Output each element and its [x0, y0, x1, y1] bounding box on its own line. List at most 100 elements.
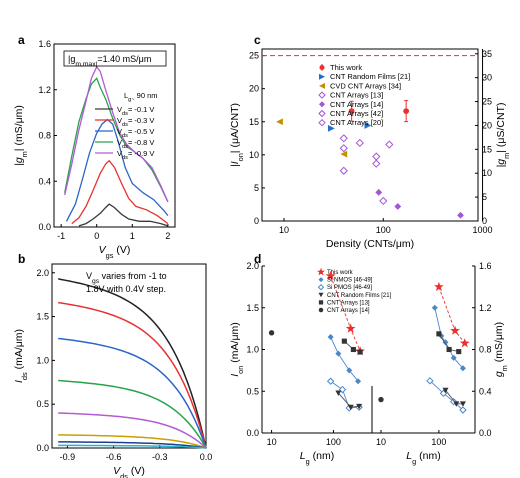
triangle-down-marker [459, 401, 466, 407]
y-tick-label: 20 [249, 84, 259, 94]
square-marker [446, 346, 452, 353]
series-line [330, 336, 359, 382]
legend-entry: This work [327, 270, 354, 276]
triangle-down-marker [335, 390, 342, 396]
legend-entry: CNT Arrays [42] [330, 109, 383, 118]
diamond-open-marker [379, 196, 388, 206]
triangle-down-marker [442, 387, 449, 394]
y-tick-label: 5 [254, 183, 259, 193]
star-marker [317, 267, 325, 276]
panel-c-frame [261, 48, 479, 222]
errorcircle-marker [403, 108, 410, 115]
y2-tick-label: 1.2 [479, 303, 492, 313]
diamond-filled-marker [335, 350, 342, 357]
diamond-open-marker [339, 166, 348, 175]
y-axis-label: |Ion| (μA/CNT) [229, 103, 245, 167]
y-tick-label: 0.0 [246, 428, 259, 438]
diamond-open-marker [339, 144, 348, 153]
diamond-open-marker [459, 406, 467, 414]
diamond-filled-marker [346, 367, 353, 374]
annotation-step: 1.8V with 0.4V step. [86, 284, 166, 294]
y2-tick-label: 1.6 [479, 261, 492, 271]
diamond-filled-marker [375, 188, 383, 196]
y-axis-label: |gm| (mS/μm) [13, 105, 29, 166]
y-tick-label: 1.0 [246, 345, 259, 355]
triangle-right-marker [364, 122, 372, 129]
diamond-filled-marker [459, 365, 466, 372]
diamond-filled-marker [318, 277, 324, 283]
series-line [58, 412, 207, 449]
panel-c-chart: 10 100 1000051015202505101520253035Density… [229, 48, 511, 250]
y2-tick-label: 0.0 [479, 428, 492, 438]
triangle-right-marker [327, 124, 335, 132]
star-marker [450, 325, 460, 335]
legend-entry: CNT Arrays [14] [330, 100, 383, 109]
x-tick-label: 100 [376, 225, 391, 235]
y2-tick-label: 20 [482, 120, 492, 130]
x-tick-label: -0.3 [152, 452, 168, 462]
y-tick-label: 1.5 [36, 312, 49, 322]
diamond-open-marker [372, 159, 381, 168]
y-axis-label: Ion (mA/μm) [229, 322, 245, 376]
y2-axis-label: gm (mS/μm) [493, 322, 509, 377]
series-line [58, 444, 207, 449]
x-tick-label: 0 [94, 231, 99, 241]
y-tick-label: 2.0 [36, 268, 49, 278]
triangle-down-marker [318, 292, 324, 298]
panel-b-frame [51, 263, 207, 449]
triangle-down-marker [453, 401, 460, 407]
y-tick-label: 0.5 [36, 399, 49, 409]
annotation-box [63, 50, 167, 67]
legend-entry: Vds= -0.9 V [117, 149, 154, 161]
annotation-gm-max: |gm,max|=1.40 mS/μm [68, 54, 151, 68]
legend-entry: CNT Arrays [13] [330, 91, 383, 100]
triangle-left-marker [276, 118, 283, 126]
panel-label-c: c [254, 33, 261, 47]
y-tick-label: 25 [249, 51, 259, 61]
triangle-down-marker [347, 404, 354, 411]
legend-entry: CNT Arrays [14] [327, 308, 370, 314]
panel-label-a: a [18, 33, 25, 47]
square-marker [341, 338, 347, 344]
square-marker [318, 300, 324, 305]
diamond-filled-marker [431, 304, 438, 311]
series-line [58, 301, 207, 449]
x-axis-label: Density (CNTs/μm) [326, 238, 414, 250]
x-tick-label: 100 [326, 437, 341, 447]
x-axis-label: Vgs (V) [99, 244, 131, 260]
panel-a-frame [53, 43, 176, 228]
y-tick-label: 0.4 [38, 176, 51, 186]
series-line [58, 337, 207, 449]
x-tick-label: 10 [376, 437, 386, 447]
legend-entry: This work [330, 63, 362, 72]
x-tick-label: 100 [431, 437, 446, 447]
series-line [78, 203, 169, 227]
x-tick-label: 10 [279, 225, 289, 235]
x-axis-label-right: Lg (nm) [406, 450, 440, 466]
circle-marker [378, 396, 384, 403]
series-line [434, 307, 464, 369]
triangle-left-marker [340, 150, 348, 158]
panel-label-b: b [18, 252, 25, 266]
y2-tick-label: 0.4 [479, 386, 492, 396]
star-marker [459, 338, 470, 348]
y-tick-label: 0.0 [36, 443, 49, 453]
series-line [64, 65, 169, 203]
y2-tick-label: 35 [482, 49, 492, 59]
triangle-right-marker [319, 73, 325, 80]
y2-tick-label: 15 [482, 144, 492, 154]
star-marker [325, 270, 336, 281]
legend-entry: CNT Arrays [20] [330, 118, 383, 127]
y-tick-label: 15 [249, 117, 259, 127]
series-line [58, 379, 207, 449]
diamond-filled-marker [355, 378, 362, 385]
diamond-open-marker [339, 134, 348, 143]
circle-marker [268, 330, 275, 336]
legend-entry: CVD CNT Arrays [34] [330, 81, 401, 90]
x-tick-label: -0.6 [106, 452, 122, 462]
y-tick-label: 10 [249, 150, 259, 160]
x-tick-label: 1 [130, 231, 135, 241]
triangle-down-marker [356, 403, 363, 410]
x-tick-label: 10 [267, 437, 277, 447]
